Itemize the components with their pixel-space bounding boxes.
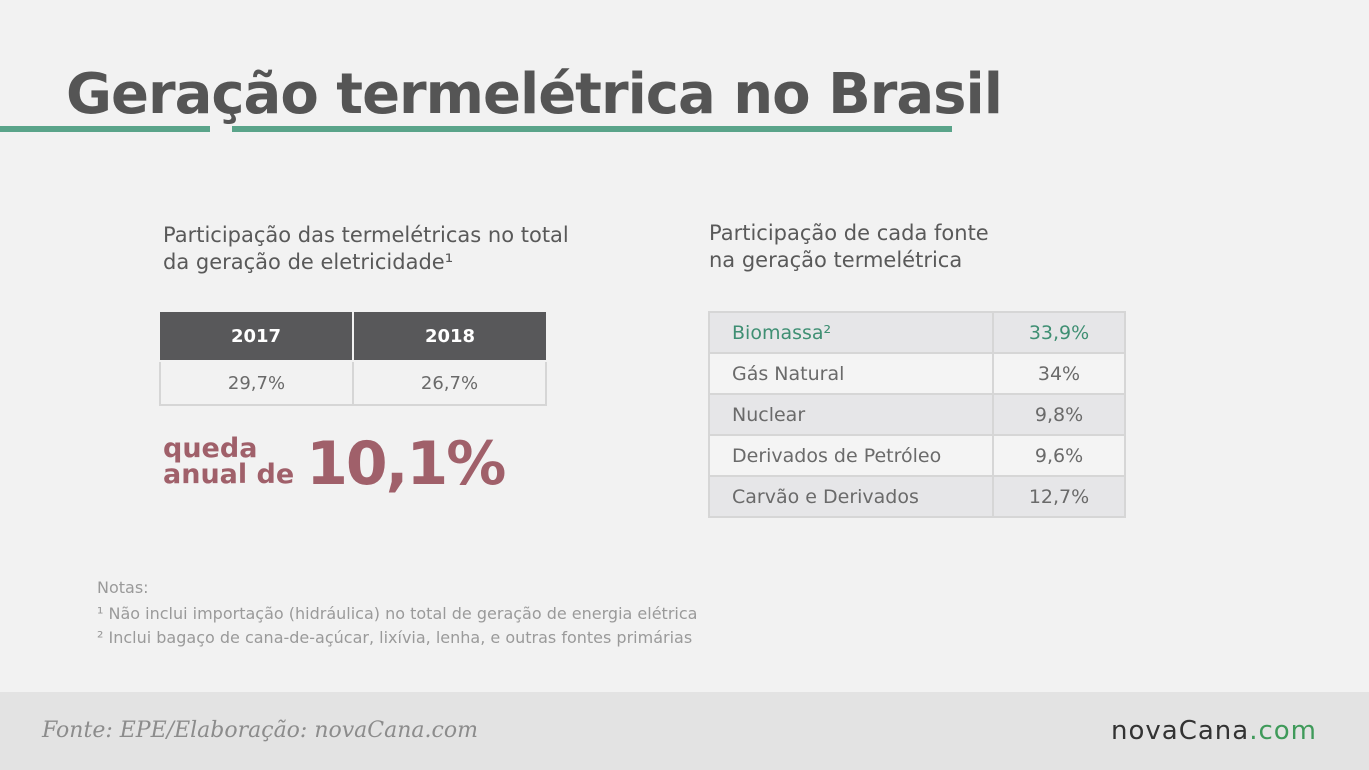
source-value: 12,7% <box>992 475 1126 518</box>
footnote: ² Inclui bagaço de cana-de-açúcar, lixív… <box>97 628 693 647</box>
source-value: 33,9% <box>992 311 1126 354</box>
title-underline-gap <box>210 124 232 134</box>
share-table-heading: Participação das termelétricas no total … <box>163 223 569 274</box>
title-underline <box>0 126 952 132</box>
logo-suffix: .com <box>1249 716 1317 746</box>
annual-decline-label: queda anual de <box>163 433 295 490</box>
thermal-share-table: 2017 2018 29,7% 26,7% <box>159 312 547 406</box>
notes-heading: Notas: <box>97 578 149 597</box>
source-value: 9,6% <box>992 434 1126 477</box>
table-row: Gás Natural 34% <box>708 352 1126 395</box>
logo-main: novaCana <box>1111 716 1250 746</box>
source-credit: Fonte: EPE/Elaboração: novaCana.com <box>42 718 478 743</box>
annual-decline: queda anual de 10,1% <box>163 429 506 499</box>
page-title: Geração termelétrica no Brasil <box>66 62 1003 127</box>
table-row: Carvão e Derivados 12,7% <box>708 475 1126 518</box>
source-name: Nuclear <box>708 393 994 436</box>
source-share-table: Biomassa² 33,9% Gás Natural 34% Nuclear … <box>708 311 1126 518</box>
source-value: 34% <box>992 352 1126 395</box>
novacana-logo: novaCana.com <box>1111 716 1317 746</box>
table-row: 29,7% 26,7% <box>159 360 547 406</box>
source-name: Carvão e Derivados <box>708 475 994 518</box>
annual-decline-value: 10,1% <box>306 429 506 499</box>
column-header: 2017 <box>160 312 354 362</box>
table-header-row: 2017 2018 <box>160 312 546 362</box>
table-row: Derivados de Petróleo 9,6% <box>708 434 1126 477</box>
footnotes: Notas: ¹ Não inclui importação (hidráuli… <box>97 576 697 650</box>
footnote: ¹ Não inclui importação (hidráulica) no … <box>97 604 698 623</box>
column-header: 2018 <box>352 312 546 362</box>
table-row: Biomassa² 33,9% <box>708 311 1126 354</box>
table-cell: 29,7% <box>159 360 354 406</box>
source-value: 9,8% <box>992 393 1126 436</box>
table-cell: 26,7% <box>352 360 547 406</box>
table-row: Nuclear 9,8% <box>708 393 1126 436</box>
source-name: Gás Natural <box>708 352 994 395</box>
source-name: Biomassa² <box>708 311 994 354</box>
footer-bar: Fonte: EPE/Elaboração: novaCana.com nova… <box>0 692 1369 770</box>
source-name: Derivados de Petróleo <box>708 434 994 477</box>
source-table-heading: Participação de cada fonte na geração te… <box>709 221 989 272</box>
